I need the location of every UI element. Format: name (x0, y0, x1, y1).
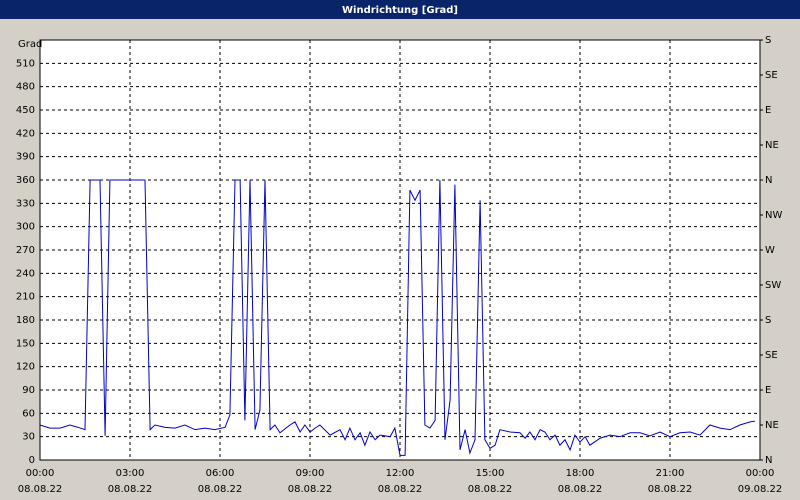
x-tick-date: 08.08.22 (288, 484, 333, 495)
y-axis-label: Grad (18, 39, 42, 50)
y-tick-label: 450 (16, 105, 35, 116)
y-tick-label: 390 (16, 152, 35, 163)
x-tick-label: 09:00 (296, 468, 325, 479)
x-tick-label: 12:00 (386, 468, 415, 479)
x-tick-label: 00:00 (746, 468, 775, 479)
y2-tick-label: SW (765, 280, 781, 291)
chart-title: Windrichtung [Grad] (342, 5, 458, 16)
y-tick-label: 330 (16, 198, 35, 209)
y2-tick-label: S (765, 315, 771, 326)
y-tick-label: 210 (16, 292, 35, 303)
x-tick-date: 08.08.22 (378, 484, 423, 495)
x-tick-label: 15:00 (476, 468, 505, 479)
y-tick-label: 240 (16, 268, 35, 279)
x-tick-date: 08.08.22 (468, 484, 513, 495)
y-tick-label: 120 (16, 362, 35, 373)
y-tick-label: 300 (16, 222, 35, 233)
x-tick-label: 21:00 (656, 468, 685, 479)
y2-tick-label: SE (765, 350, 778, 361)
data-line (39, 179, 755, 456)
x-tick-label: 03:00 (116, 468, 145, 479)
y2-tick-label: N (765, 455, 772, 466)
y2-tick-label: NE (765, 140, 779, 151)
plot-frame (39, 39, 761, 461)
title-bar (0, 0, 800, 19)
x-tick-label: 00:00 (26, 468, 55, 479)
y-tick-label: 30 (22, 432, 35, 443)
y2-tick-label: NE (765, 420, 779, 431)
y2-tick-label: N (765, 175, 772, 186)
x-tick-date: 08.08.22 (18, 484, 63, 495)
y2-tick-label: W (765, 245, 775, 256)
y-tick-label: 360 (16, 175, 35, 186)
y-tick-label: 270 (16, 245, 35, 256)
y2-tick-label: SE (765, 70, 778, 81)
x-tick-date: 08.08.22 (198, 484, 243, 495)
y-tick-label: 90 (22, 385, 35, 396)
y-tick-label: 0 (29, 455, 35, 466)
y-tick-label: 150 (16, 338, 35, 349)
y2-tick-label: E (765, 105, 771, 116)
x-tick-date: 09.08.22 (738, 484, 783, 495)
x-tick-date: 08.08.22 (108, 484, 153, 495)
y-tick-label: 60 (22, 408, 35, 419)
y2-tick-label: NW (765, 210, 782, 221)
y-tick-label: 480 (16, 82, 35, 93)
y-tick-label: 510 (16, 58, 35, 69)
x-tick-date: 08.08.22 (558, 484, 603, 495)
y-tick-label: 420 (16, 128, 35, 139)
x-tick-label: 06:00 (206, 468, 235, 479)
y2-tick-label: E (765, 385, 771, 396)
y2-tick-label: S (765, 35, 771, 46)
x-tick-date: 08.08.22 (648, 484, 693, 495)
x-tick-label: 18:00 (566, 468, 595, 479)
y-tick-label: 180 (16, 315, 35, 326)
